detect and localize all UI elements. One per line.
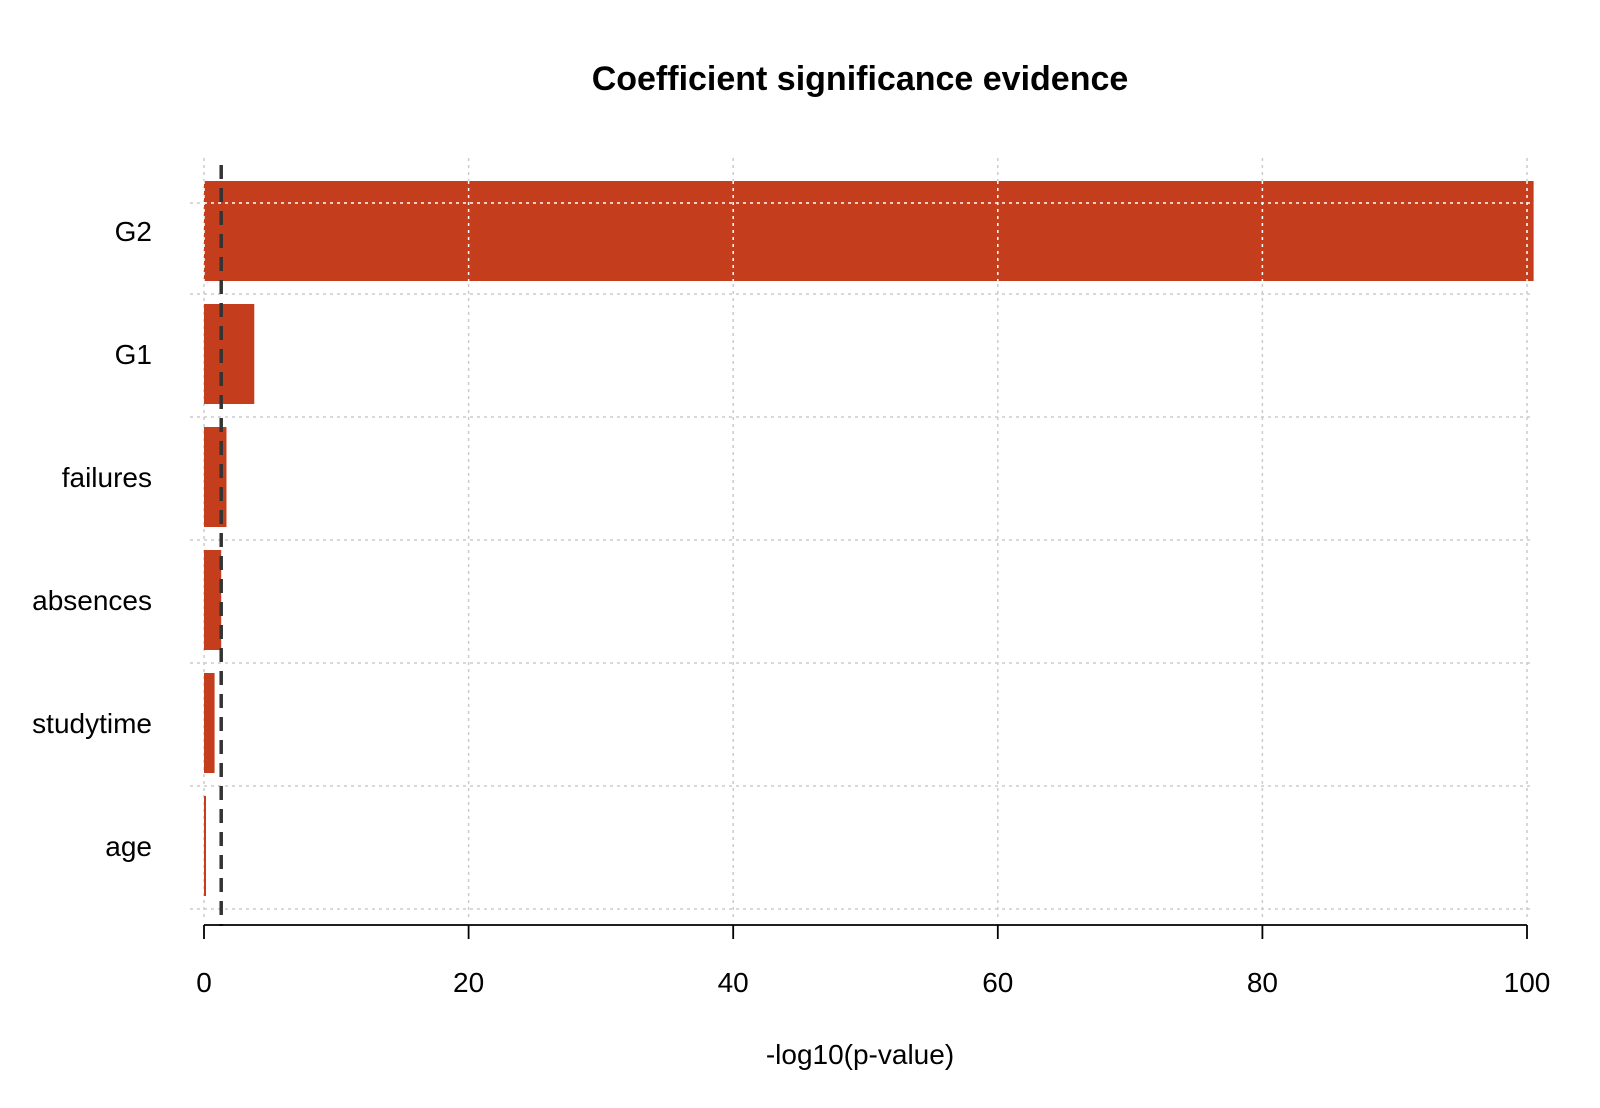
y-tick-label: studytime [32, 708, 152, 739]
x-tick-label: 0 [196, 967, 212, 998]
y-tick-label: G2 [115, 216, 152, 247]
x-tick-label: 100 [1504, 967, 1551, 998]
bar-age [204, 796, 206, 896]
bars [203, 181, 1534, 896]
bar-studytime [204, 673, 215, 773]
chart-title: Coefficient significance evidence [592, 60, 1129, 98]
x-axis: 0 20 40 60 80 100 [196, 924, 1551, 998]
bar-G1 [204, 304, 255, 404]
x-tick-label: 20 [453, 967, 484, 998]
bar-absences [204, 550, 222, 650]
x-tick-label: 40 [718, 967, 749, 998]
x-axis-label: -log10(p-value) [766, 1039, 954, 1070]
y-tick-label: failures [62, 462, 152, 493]
bar-G2 [204, 181, 1534, 281]
bar-failures [204, 427, 227, 527]
y-tick-label: age [105, 831, 152, 862]
x-tick-label: 80 [1247, 967, 1278, 998]
y-tick-label: absences [32, 585, 152, 616]
y-tick-label: G1 [115, 339, 152, 370]
grid [190, 158, 1532, 920]
y-axis-labels: G2 G1 failures absences studytime age [32, 216, 152, 862]
x-tick-label: 60 [982, 967, 1013, 998]
